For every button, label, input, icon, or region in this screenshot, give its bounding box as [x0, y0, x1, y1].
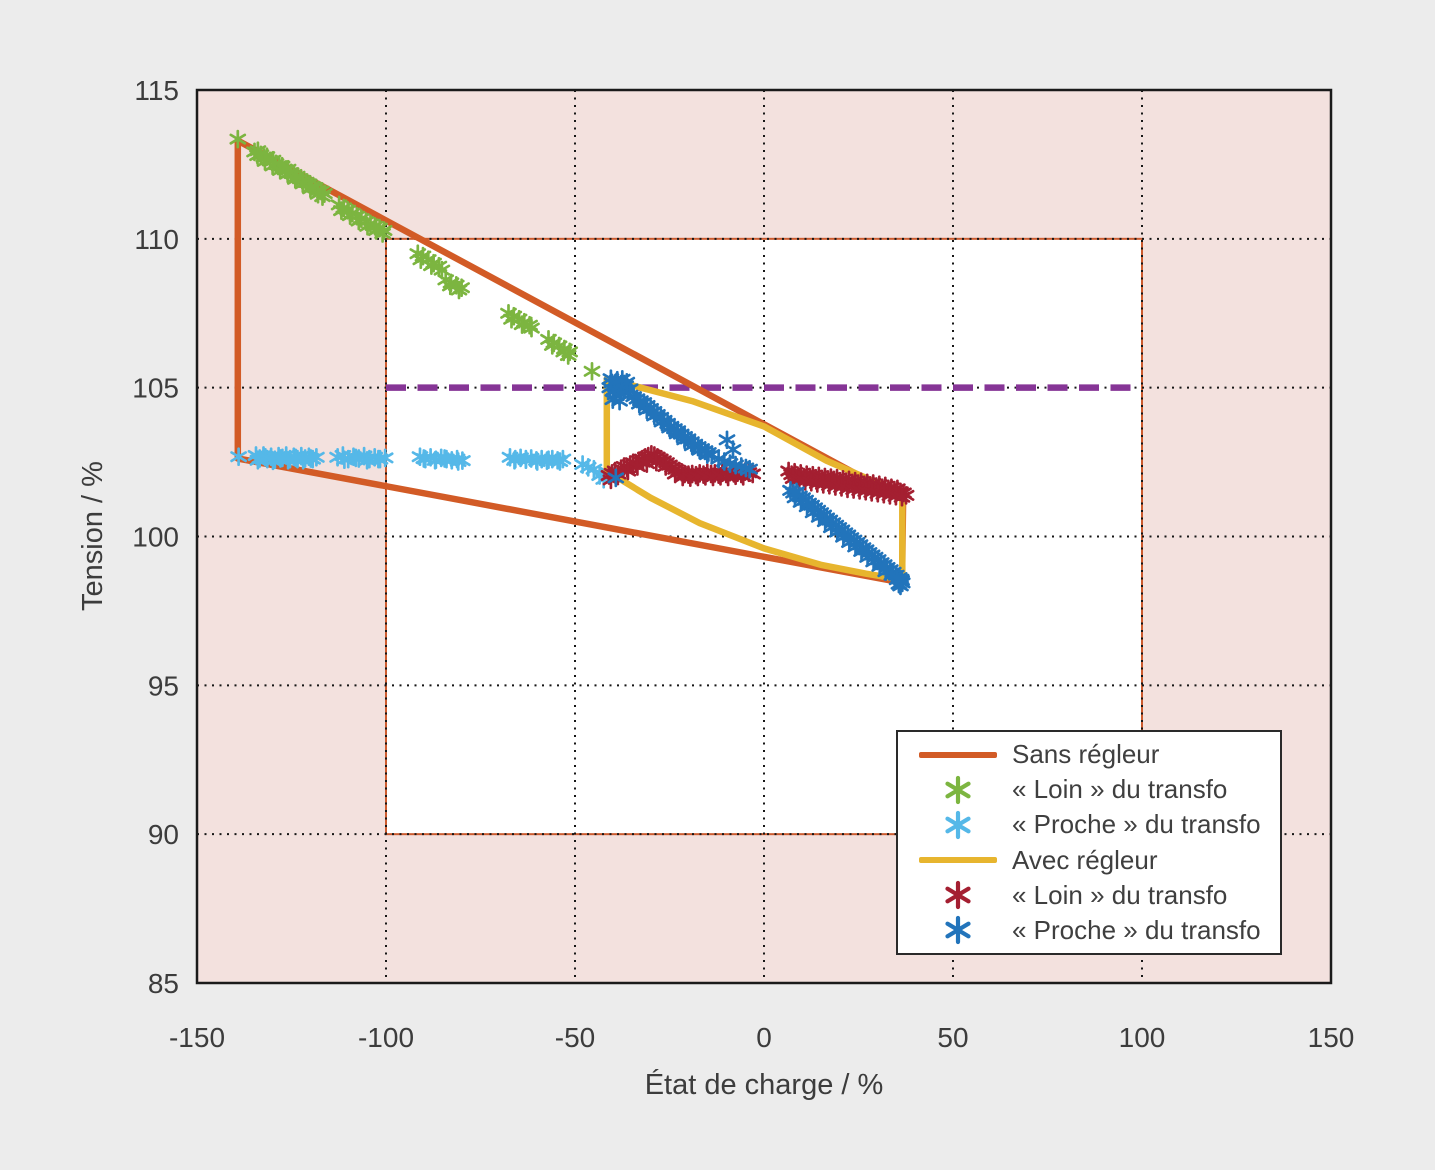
y-tick-label: 105 — [132, 373, 179, 404]
x-axis-title: État de charge / % — [645, 1068, 884, 1101]
legend-label: Avec régleur — [1012, 844, 1158, 875]
legend-label: « Loin » du transfo — [1012, 879, 1228, 910]
legend-entry: Sans régleur — [898, 738, 1280, 771]
legend-entry: « Loin » du transfo — [898, 773, 1280, 806]
legend-asterisk-icon — [914, 810, 1002, 840]
x-tick-label: 100 — [1119, 1022, 1166, 1053]
y-axis-title: Tension / % — [77, 461, 109, 611]
legend-asterisk-icon — [914, 915, 1002, 945]
y-tick-label: 90 — [148, 819, 179, 850]
y-tick-label: 115 — [134, 75, 179, 106]
y-tick-label: 85 — [148, 968, 179, 999]
x-tick-label: -150 — [169, 1022, 225, 1053]
legend-entry: « Proche » du transfo — [898, 808, 1280, 841]
legend-label: « Proche » du transfo — [1012, 914, 1261, 945]
x-tick-label: 150 — [1308, 1022, 1355, 1053]
tick-labels: -150 -100 -50 0 50 100 150 85 90 95 100 105 110 115 — [132, 75, 1354, 1053]
legend: Sans régleur « Loin » du transfo « Proche … — [896, 730, 1282, 955]
x-tick-label: -50 — [555, 1022, 595, 1053]
legend-entry: « Loin » du transfo — [898, 879, 1280, 912]
y-tick-label: 110 — [134, 224, 179, 255]
y-tick-label: 95 — [148, 670, 179, 701]
legend-label: Sans régleur — [1012, 739, 1160, 770]
envelope-avec-regleur-outline — [603, 375, 906, 583]
x-tick-label: 50 — [937, 1022, 968, 1053]
x-tick-label: -100 — [358, 1022, 414, 1053]
legend-asterisk-icon — [914, 775, 1002, 805]
x-tick-label: 0 — [756, 1022, 772, 1053]
axes-frame-border — [195, 88, 1333, 985]
legend-asterisk-icon — [914, 880, 1002, 910]
legend-label: « Loin » du transfo — [1012, 774, 1228, 805]
legend-entry: « Proche » du transfo — [898, 914, 1280, 947]
envelope-avec-regleur — [603, 375, 906, 583]
axes-frame — [195, 88, 1333, 985]
legend-label: « Proche » du transfo — [1012, 809, 1261, 840]
y-tick-label: 100 — [132, 522, 179, 553]
legend-line-sample — [914, 857, 1002, 864]
legend-line-sample — [914, 751, 1002, 758]
legend-entry: Avec régleur — [898, 844, 1280, 877]
